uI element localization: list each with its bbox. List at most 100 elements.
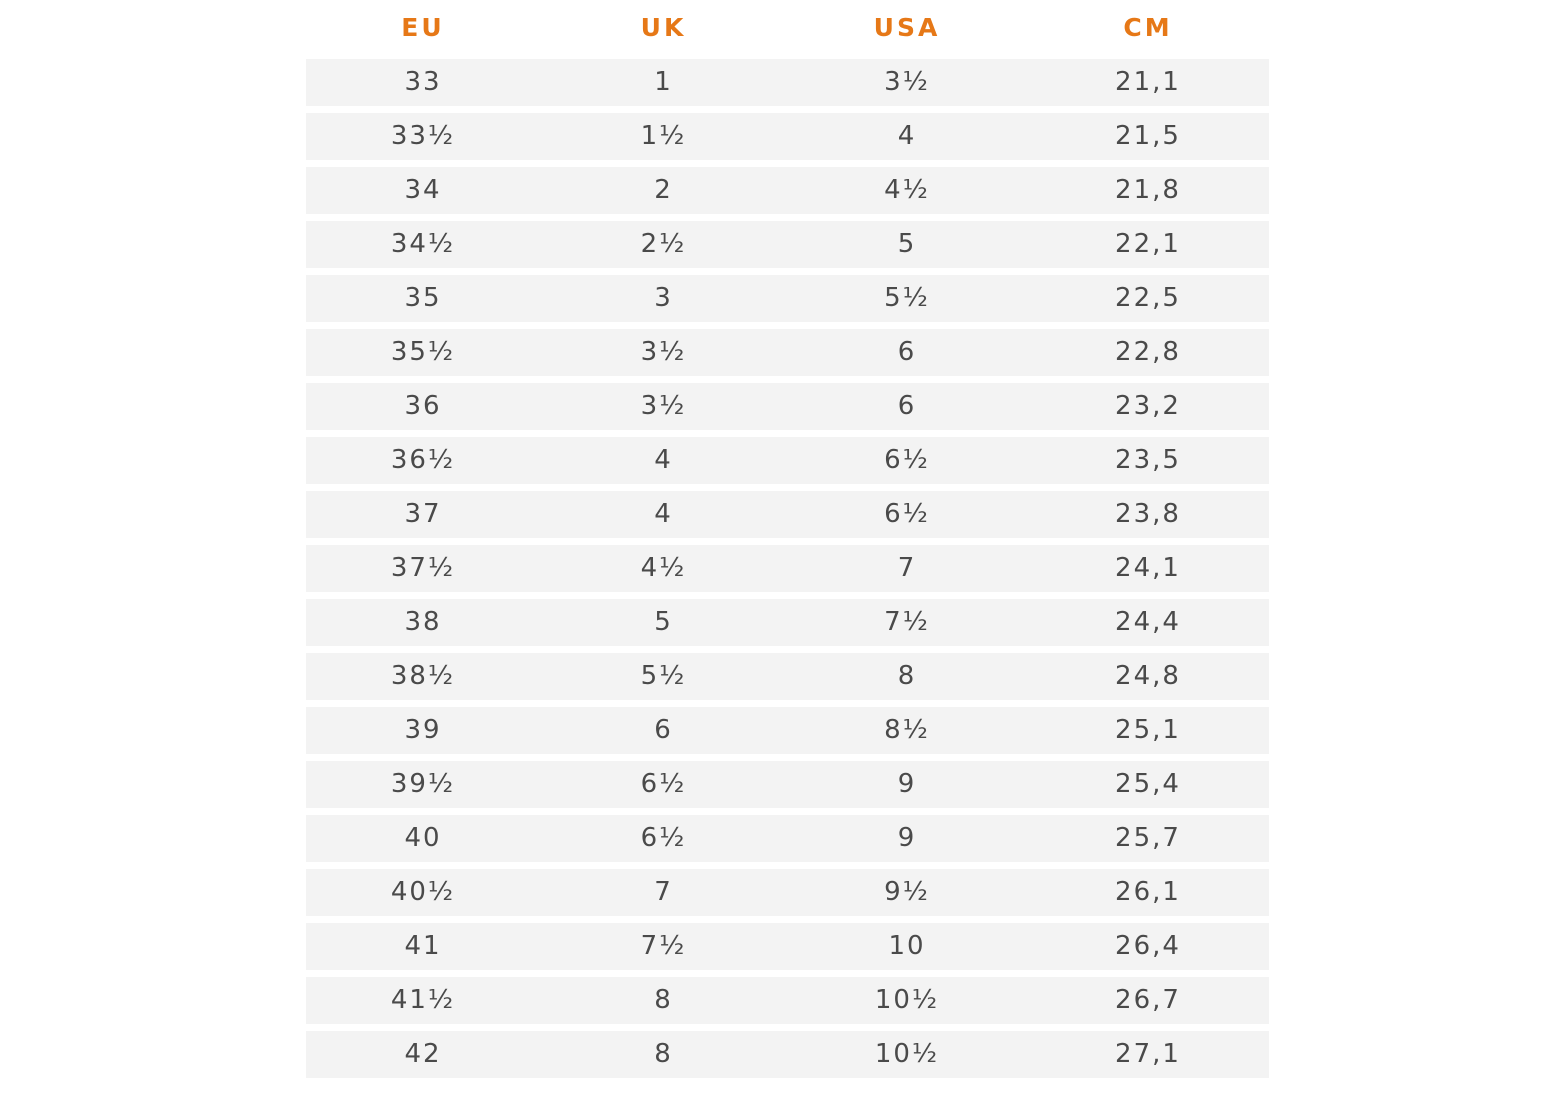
size-conversion-table: EU UK USA CM 33 1 3½ 21,1 33½ 1½ 4 21,5 34 2 4½ 21,…	[306, 0, 1269, 1085]
table-row: 40 6½ 9 25,7	[306, 815, 1269, 862]
cell-cm: 22,8	[1115, 337, 1181, 367]
table-row: 37½ 4½ 7 24,1	[306, 545, 1269, 592]
cell-cm: 24,1	[1115, 553, 1181, 583]
cell-eu: 34	[404, 175, 442, 205]
cell-cm: 26,1	[1115, 877, 1181, 907]
cell-usa: 9½	[884, 877, 930, 907]
cell-cm: 25,7	[1115, 823, 1181, 853]
cell-cm: 27,1	[1115, 1039, 1181, 1069]
cell-usa: 5	[897, 229, 917, 259]
cell-usa: 7	[897, 553, 917, 583]
cell-cm: 25,1	[1115, 715, 1181, 745]
table-body: 33 1 3½ 21,1 33½ 1½ 4 21,5 34 2 4½ 21,8 34½ 2½ 5 22,1 35…	[306, 59, 1269, 1078]
table-row: 42 8 10½ 27,1	[306, 1031, 1269, 1078]
cell-eu: 38½	[390, 661, 456, 691]
column-header-uk: UK	[640, 13, 687, 42]
cell-uk: 8	[654, 985, 673, 1015]
table-row: 34 2 4½ 21,8	[306, 167, 1269, 214]
cell-cm: 21,8	[1115, 175, 1181, 205]
cell-uk: 1	[654, 67, 673, 97]
cell-usa: 3½	[884, 67, 930, 97]
table-row: 39½ 6½ 9 25,4	[306, 761, 1269, 808]
cell-eu: 34½	[390, 229, 456, 259]
cell-uk: 7	[654, 877, 673, 907]
cell-eu: 40	[404, 823, 442, 853]
cell-eu: 33½	[390, 121, 456, 151]
cell-eu: 42	[404, 1039, 442, 1069]
cell-uk: 5	[654, 607, 673, 637]
cell-cm: 23,5	[1115, 445, 1181, 475]
cell-uk: 4	[654, 499, 673, 529]
cell-uk: 6½	[640, 823, 687, 853]
cell-uk: 3½	[640, 337, 687, 367]
table-row: 36½ 4 6½ 23,5	[306, 437, 1269, 484]
table-header-row: EU UK USA CM	[306, 0, 1269, 58]
cell-uk: 7½	[640, 931, 687, 961]
cell-eu: 36	[404, 391, 442, 421]
cell-usa: 4½	[884, 175, 930, 205]
cell-eu: 37½	[390, 553, 456, 583]
table-row: 36 3½ 6 23,2	[306, 383, 1269, 430]
cell-usa: 8½	[884, 715, 930, 745]
cell-cm: 22,5	[1115, 283, 1181, 313]
column-header-usa: USA	[873, 13, 941, 42]
table-row: 39 6 8½ 25,1	[306, 707, 1269, 754]
cell-eu: 37	[404, 499, 442, 529]
cell-cm: 23,8	[1115, 499, 1181, 529]
cell-usa: 6½	[884, 445, 930, 475]
cell-usa: 6	[897, 337, 917, 367]
cell-usa: 10½	[874, 985, 940, 1015]
cell-cm: 25,4	[1115, 769, 1181, 799]
cell-eu: 41	[404, 931, 442, 961]
table-row: 37 4 6½ 23,8	[306, 491, 1269, 538]
cell-uk: 3½	[640, 391, 687, 421]
table-row: 33 1 3½ 21,1	[306, 59, 1269, 106]
cell-usa: 9	[897, 823, 917, 853]
cell-usa: 9	[897, 769, 917, 799]
table-row: 41½ 8 10½ 26,7	[306, 977, 1269, 1024]
cell-eu: 39	[404, 715, 442, 745]
cell-usa: 6½	[884, 499, 930, 529]
cell-usa: 10	[888, 931, 926, 961]
cell-usa: 7½	[884, 607, 930, 637]
cell-eu: 39½	[390, 769, 456, 799]
cell-uk: 2½	[640, 229, 687, 259]
table-row: 35 3 5½ 22,5	[306, 275, 1269, 322]
cell-uk: 4½	[640, 553, 687, 583]
cell-cm: 21,5	[1115, 121, 1181, 151]
cell-uk: 6½	[640, 769, 687, 799]
cell-cm: 21,1	[1115, 67, 1181, 97]
cell-eu: 35	[404, 283, 442, 313]
cell-uk: 6	[654, 715, 673, 745]
column-header-eu: EU	[401, 13, 445, 42]
table-row: 40½ 7 9½ 26,1	[306, 869, 1269, 916]
table-row: 33½ 1½ 4 21,5	[306, 113, 1269, 160]
cell-uk: 3	[654, 283, 673, 313]
table-row: 38½ 5½ 8 24,8	[306, 653, 1269, 700]
cell-cm: 24,8	[1115, 661, 1181, 691]
cell-uk: 5½	[640, 661, 687, 691]
cell-eu: 36½	[390, 445, 456, 475]
cell-uk: 2	[654, 175, 673, 205]
cell-eu: 33	[404, 67, 442, 97]
cell-usa: 5½	[884, 283, 930, 313]
table-row: 35½ 3½ 6 22,8	[306, 329, 1269, 376]
cell-cm: 26,7	[1115, 985, 1181, 1015]
cell-eu: 41½	[390, 985, 456, 1015]
table-row: 34½ 2½ 5 22,1	[306, 221, 1269, 268]
cell-uk: 1½	[640, 121, 687, 151]
cell-eu: 40½	[390, 877, 456, 907]
cell-usa: 8	[897, 661, 917, 691]
cell-uk: 8	[654, 1039, 673, 1069]
cell-eu: 35½	[390, 337, 456, 367]
cell-cm: 24,4	[1115, 607, 1181, 637]
cell-cm: 23,2	[1115, 391, 1181, 421]
cell-uk: 4	[654, 445, 673, 475]
cell-usa: 6	[897, 391, 917, 421]
cell-cm: 22,1	[1115, 229, 1181, 259]
cell-cm: 26,4	[1115, 931, 1181, 961]
cell-usa: 4	[897, 121, 917, 151]
column-header-cm: CM	[1123, 13, 1173, 42]
cell-usa: 10½	[874, 1039, 940, 1069]
table-row: 41 7½ 10 26,4	[306, 923, 1269, 970]
